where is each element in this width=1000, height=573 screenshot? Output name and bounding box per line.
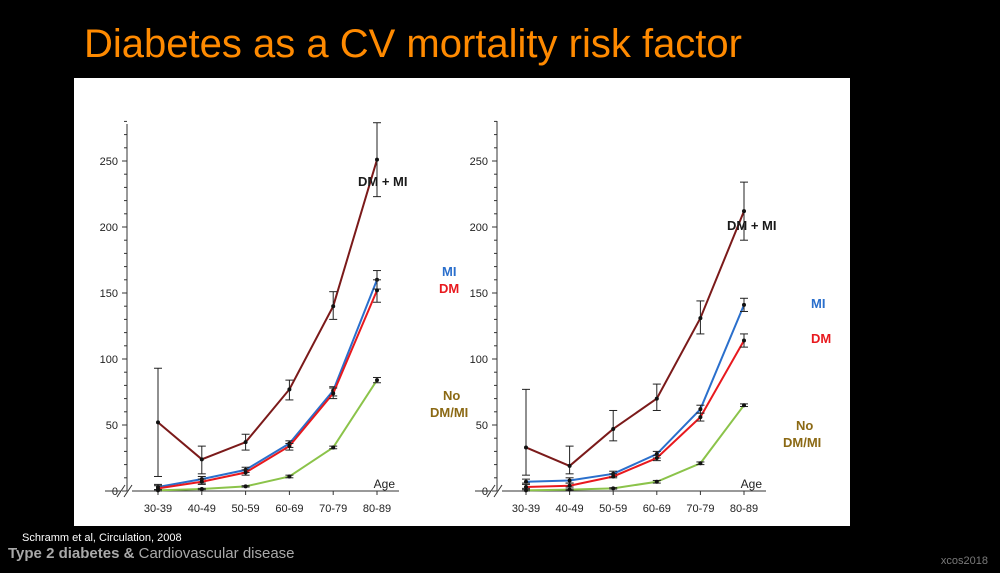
x-tick-label: 40-49: [556, 503, 584, 515]
data-point: [567, 478, 572, 483]
x-tick-label: 80-89: [363, 503, 391, 515]
y-tick-label: 150: [470, 288, 488, 300]
data-point: [567, 463, 572, 468]
data-point: [243, 440, 248, 445]
x-tick-label: 50-59: [599, 503, 627, 515]
x-axis-label-right: Age: [741, 477, 763, 491]
label-no-left: No: [443, 388, 460, 403]
data-point: [654, 479, 659, 484]
data-point: [199, 457, 204, 462]
chart-panel: 0 50 100 150 200 250 30-39 40-49 50-59 60-69 70-79…: [74, 78, 850, 526]
series-line-1: [157, 279, 378, 489]
chart-left: 0 50 100 150 200 250 30-39 40-49 50-59 60-69 70-79…: [100, 120, 399, 515]
series-line-0: [157, 159, 378, 461]
label-dm-mi-left: DM + MI: [358, 174, 407, 189]
data-point: [331, 304, 336, 309]
y-tick-label: 250: [100, 156, 118, 168]
data-point: [567, 483, 572, 488]
y-tick-label: 200: [100, 222, 118, 234]
data-point: [243, 470, 248, 475]
x-tick-label: 60-69: [643, 503, 671, 515]
data-point: [742, 338, 746, 343]
data-point: [375, 288, 379, 293]
y-tick-label: 250: [470, 156, 488, 168]
footer: Type 2 diabetes & Cardiovascular disease: [8, 545, 295, 562]
data-point: [742, 209, 746, 214]
data-point: [742, 403, 746, 408]
y-tick-label: 0: [482, 486, 488, 498]
footer-subtopic: Cardiovascular disease: [134, 545, 295, 562]
data-point: [287, 474, 292, 479]
label-mi-right: MI: [811, 296, 825, 311]
x-tick-label: 70-79: [686, 503, 714, 515]
label-dm-left: DM: [439, 281, 459, 296]
data-point: [524, 488, 528, 493]
chart-right: 0 50 100 150 200 250 30-39 40-49 50-59 60-69 70-79…: [470, 120, 766, 515]
data-point: [611, 474, 616, 479]
slide-title: Diabetes as a CV mortality risk factor: [84, 22, 742, 66]
y-tick-label: 150: [100, 288, 118, 300]
y-tick-label: 50: [476, 420, 488, 432]
label-mi-left: MI: [442, 264, 456, 279]
data-point: [698, 461, 703, 466]
data-point: [524, 479, 528, 484]
label-no-right: No: [796, 418, 813, 433]
data-point: [199, 487, 204, 492]
y-tick-label: 50: [106, 420, 118, 432]
x-tick-label: 60-69: [275, 503, 303, 515]
series-line-0: [525, 210, 745, 468]
x-tick-label: 40-49: [188, 503, 216, 515]
data-point: [287, 387, 292, 392]
label-dm-right: DM: [811, 331, 831, 346]
data-point: [287, 444, 292, 449]
label-dmmi-right: DM/MI: [783, 435, 821, 450]
axis-break-mark: [486, 484, 496, 498]
x-tick-label: 30-39: [144, 503, 172, 515]
x-tick-label: 70-79: [319, 503, 347, 515]
data-point: [524, 485, 528, 490]
y-tick-label: 100: [100, 354, 118, 366]
axis-break-mark: [116, 484, 126, 498]
data-point: [698, 415, 703, 420]
y-tick-label: 100: [470, 354, 488, 366]
data-point: [698, 407, 703, 412]
data-point: [654, 456, 659, 460]
series-line-2: [525, 340, 745, 489]
data-point: [567, 487, 572, 492]
axis-break-mark: [123, 484, 133, 498]
footer-topic: Type 2 diabetes &: [8, 545, 135, 562]
data-point: [611, 426, 616, 431]
series-line-1: [525, 304, 745, 483]
label-dmmi-left: DM/MI: [430, 405, 468, 420]
charts-svg: 0 50 100 150 200 250 30-39 40-49 50-59 60-69 70-79…: [100, 120, 831, 515]
series-line-2: [157, 289, 378, 490]
data-point: [611, 486, 616, 491]
data-point: [698, 316, 703, 321]
data-point: [654, 396, 659, 401]
data-point: [375, 157, 379, 162]
brand-mark: xcos2018: [940, 555, 988, 567]
axis-break-mark: [493, 484, 503, 498]
data-point: [156, 488, 160, 493]
data-point: [331, 391, 336, 396]
label-dm-mi-right: DM + MI: [727, 218, 776, 233]
data-point: [199, 479, 204, 484]
y-tick-label: 200: [470, 222, 488, 234]
data-point: [156, 420, 160, 425]
y-tick-label: 0: [112, 486, 118, 498]
data-point: [331, 445, 336, 450]
series-line-3: [157, 379, 378, 492]
citation: Schramm et al, Circulation, 2008: [22, 532, 182, 544]
data-point: [524, 445, 528, 450]
x-axis-label-left: Age: [374, 477, 396, 491]
data-point: [375, 378, 379, 383]
x-tick-label: 30-39: [512, 503, 540, 515]
data-point: [243, 484, 248, 489]
series-line-3: [525, 404, 745, 492]
x-tick-label: 50-59: [232, 503, 260, 515]
x-tick-label: 80-89: [730, 503, 758, 515]
data-point: [742, 302, 746, 307]
